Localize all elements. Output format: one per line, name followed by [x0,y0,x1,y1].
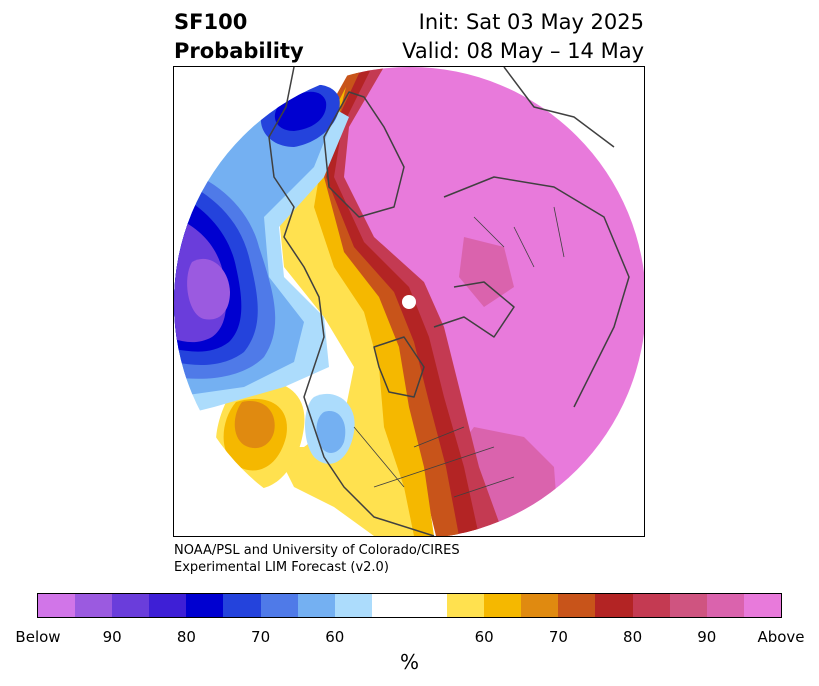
coastlines [268,67,630,536]
forecast-dates: Init: Sat 03 May 2025 Valid: 08 May – 14… [402,8,644,66]
colorbar-tick-label: 90 [697,628,717,646]
colorbar-segment [75,594,113,617]
colorbar-ticks: Below 90 80 70 60 60 70 80 90 Above [0,628,819,648]
colorbar-unit: % [399,650,419,674]
title-line-2: Probability [174,39,304,63]
colorbar-segment [260,594,298,617]
north-pole-marker [402,295,416,309]
colorbar-tick-label: Above [757,628,805,646]
colorbar-segment [521,594,559,617]
colorbar-tick-label: 80 [623,628,643,646]
colorbar-segment [447,594,485,617]
below-90-region [187,258,230,320]
coastline-hudson-bay [373,336,425,398]
colorbar-tick-label: 70 [548,628,568,646]
colorbar-tick-label: 60 [474,628,494,646]
colorbar-tick-label: 70 [251,628,271,646]
colorbar-tick-label: 80 [176,628,196,646]
above-65-southwest [234,401,275,449]
colorbar-tick-label: 60 [325,628,345,646]
title-line-1: SF100 [174,10,248,34]
below-coastal-patch-core [316,411,346,453]
above-65-region [306,67,459,536]
probability-map [174,67,644,536]
colorbar-segment [334,594,372,617]
coastline-eurasia [443,176,630,408]
colorbar-segment [669,594,707,617]
colorbar-segment [38,594,76,617]
colorbar-segment [706,594,744,617]
colorbar-segment [149,594,187,617]
colorbar-segment [558,594,596,617]
colorbar-segment [371,594,448,617]
colorbar-segment [186,594,224,617]
map-panel [173,66,645,537]
colorbar [37,593,782,618]
credit-line-1: NOAA/PSL and University of Colorado/CIRE… [174,543,460,558]
coastline-north-america-west [268,67,435,536]
above-80-region-2 [459,237,514,307]
colorbar-segment [297,594,335,617]
init-date: Init: Sat 03 May 2025 [418,10,644,34]
colorbar-tick-label: Below [15,628,61,646]
coastline-arctic [433,281,515,338]
coastline-greenland [323,91,405,218]
valid-dates: Valid: 08 May – 14 May [402,39,644,63]
colorbar-segment [112,594,150,617]
coastline-east-asia [503,67,615,148]
colorbar-segment [484,594,522,617]
credit-text: NOAA/PSL and University of Colorado/CIRE… [174,542,460,576]
colorbar-tick-label: 90 [102,628,122,646]
border-lines [353,206,565,498]
chart-title: SF100 Probability [174,8,304,66]
credit-line-2: Experimental LIM Forecast (v2.0) [174,560,389,575]
colorbar-segment [632,594,670,617]
colorbar-segment [223,594,261,617]
above-55-region [274,147,414,536]
colorbar-segment [743,594,781,617]
colorbar-segment [595,594,633,617]
